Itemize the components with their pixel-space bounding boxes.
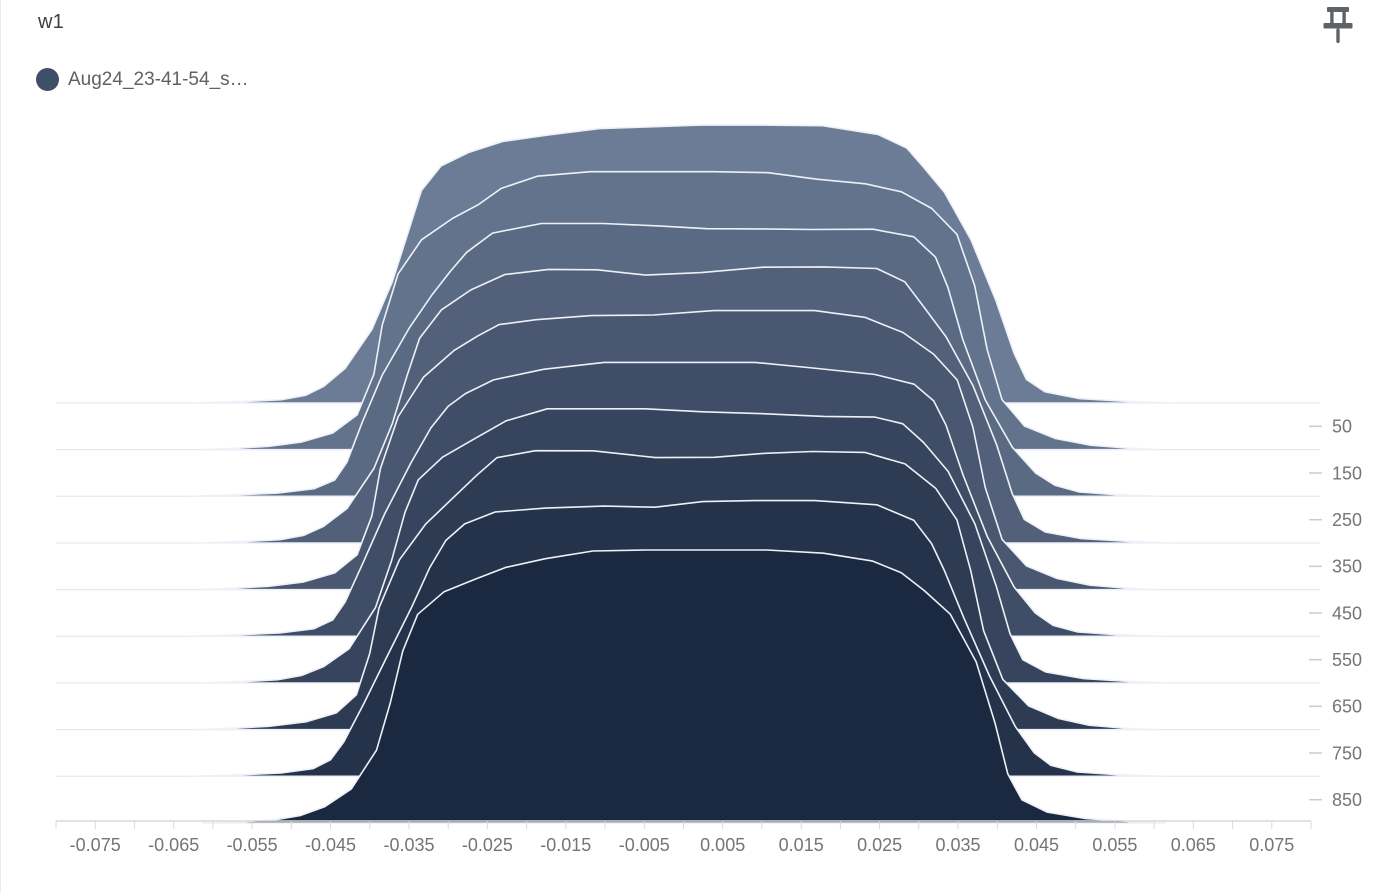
value-axis-tick-label: -0.045 bbox=[305, 835, 356, 855]
value-axis-tick-label: 0.045 bbox=[1014, 835, 1059, 855]
value-axis-tick-label: 0.055 bbox=[1092, 835, 1137, 855]
step-axis-tick-label: 350 bbox=[1332, 557, 1362, 577]
legend: Aug24_23-41-54_s… bbox=[36, 68, 249, 91]
pin-icon bbox=[1323, 7, 1353, 43]
step-axis: 50 150 250 350 450 550 650 750 850 bbox=[1309, 417, 1362, 810]
value-axis-tick-label: 0.035 bbox=[935, 835, 980, 855]
value-axis-tick-label: -0.065 bbox=[148, 835, 199, 855]
value-axis-tick-label: 0.005 bbox=[700, 835, 745, 855]
step-axis-tick-label: 150 bbox=[1332, 463, 1362, 483]
value-axis: -0.075 -0.065 -0.055 -0.045 -0.035 -0.025 -0.0… bbox=[55, 820, 1312, 855]
step-axis-tick-label: 450 bbox=[1332, 603, 1362, 623]
histogram-slice[interactable] bbox=[202, 549, 1167, 824]
legend-run-name: Aug24_23-41-54_s… bbox=[68, 68, 249, 90]
page-title: w1 bbox=[38, 11, 64, 33]
step-axis-tick-label: 250 bbox=[1332, 510, 1362, 530]
value-axis-tick-label: -0.055 bbox=[227, 835, 278, 855]
pin-button[interactable] bbox=[1322, 5, 1354, 49]
legend-color-dot bbox=[36, 68, 59, 91]
value-axis-tick-label: -0.035 bbox=[383, 835, 434, 855]
step-axis-tick-label: 750 bbox=[1332, 743, 1362, 763]
value-axis-tick-label: -0.025 bbox=[462, 835, 513, 855]
value-axis-tick-label: -0.075 bbox=[70, 835, 121, 855]
value-axis-tick-label: -0.015 bbox=[540, 835, 591, 855]
value-axis-tick-label: 0.015 bbox=[779, 835, 824, 855]
histogram-slices bbox=[189, 124, 1170, 824]
value-axis-tick-label: 0.075 bbox=[1249, 835, 1294, 855]
step-axis-tick-label: 50 bbox=[1332, 417, 1352, 437]
value-axis-tick-label: 0.025 bbox=[857, 835, 902, 855]
value-axis-tick-label: -0.005 bbox=[619, 835, 670, 855]
step-axis-tick-label: 550 bbox=[1332, 650, 1362, 670]
step-axis-tick-label: 850 bbox=[1332, 790, 1362, 810]
value-axis-tick-label: 0.065 bbox=[1171, 835, 1216, 855]
step-axis-tick-label: 650 bbox=[1332, 697, 1362, 717]
